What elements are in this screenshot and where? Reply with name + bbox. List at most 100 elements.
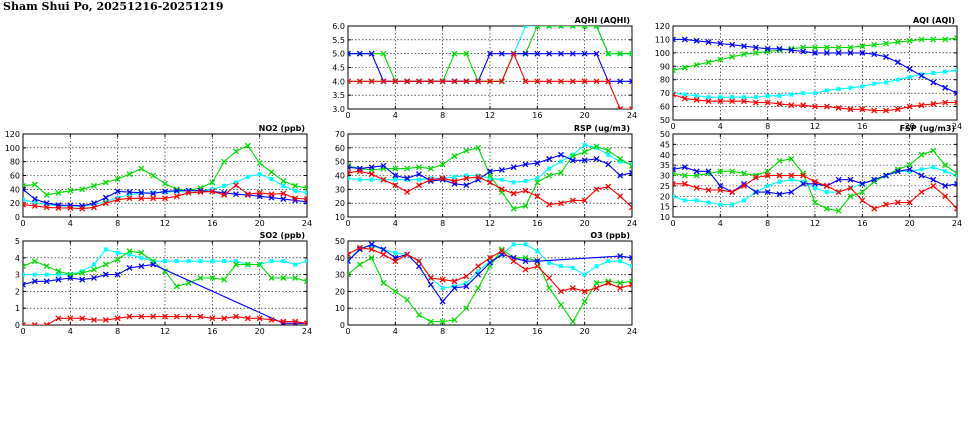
data-point [487,259,493,266]
data-point [23,322,26,325]
data-point [463,50,470,57]
data-point [718,95,723,100]
x-tick-label: 20 [580,111,590,120]
data-point [476,173,481,178]
chart-o3: 0 4 8 12 16 20 24 0 10 20 30 40 50 O3 (ppb) [335,231,637,336]
data-point [894,106,901,113]
y-tick-label: 1 [15,304,20,313]
data-point [173,193,180,200]
data-point [186,259,191,264]
data-point [233,261,239,268]
x-tick-label: 24 [627,219,637,228]
data-point [126,189,133,196]
data-point [427,275,434,281]
data-point [765,93,770,98]
data-point [812,44,818,51]
data-point [79,205,86,212]
data-point [706,200,711,205]
data-point [729,53,736,60]
data-point [605,183,612,190]
data-point [91,182,97,189]
data-point [847,49,854,56]
data-point [582,143,587,148]
x-tick-label: 0 [345,219,350,228]
data-point [593,143,600,150]
data-point [393,177,398,182]
data-point [439,78,446,85]
data-point [439,298,446,305]
x-tick-label: 12 [160,327,170,336]
data-point [115,250,120,255]
y-tick-label: 40 [10,185,20,194]
data-point [369,177,374,182]
data-point [427,165,434,172]
data-point [522,161,529,168]
x-tick-label: 12 [810,219,820,228]
data-point [510,50,517,57]
data-point [673,194,675,199]
x-tick-label: 8 [115,219,120,228]
y-tick-label: 3 [15,271,20,280]
data-point [906,103,913,110]
data-point [955,173,957,178]
data-point [752,174,759,181]
data-point [475,285,482,291]
data-point [392,78,399,85]
x-tick-label: 0 [20,327,25,336]
series-1 [673,35,957,74]
data-point [511,242,516,247]
data-point [617,285,624,291]
data-point [835,44,842,51]
data-point [56,272,61,277]
data-point [23,263,26,270]
data-point [404,296,411,303]
data-point [859,43,866,50]
data-point [919,72,924,77]
data-point [954,205,957,212]
data-point [836,87,841,92]
y-tick-label: 5.0 [332,50,345,59]
data-point [292,182,299,189]
x-tick-label: 12 [485,219,495,228]
data-point [569,318,576,325]
data-point [581,288,588,295]
x-tick-label: 16 [207,219,217,228]
y-tick-label: 10 [660,213,670,222]
data-point [139,255,144,260]
x-tick-label: 20 [905,122,915,131]
data-point [629,254,632,261]
data-point [705,39,712,46]
data-point [348,258,351,265]
data-point [593,155,600,162]
data-point [162,180,168,187]
data-point [558,200,564,207]
data-point [694,198,699,203]
data-point [67,315,74,322]
data-point [730,202,735,207]
y-tick-label: 3.0 [332,105,345,114]
data-point [871,51,878,58]
data-point [102,271,109,278]
data-point [534,179,541,186]
data-point [894,59,901,66]
data-point [605,147,612,154]
data-point [789,177,794,182]
data-point [55,205,62,211]
data-point [356,50,363,57]
chart-grid [23,241,307,325]
data-point [788,102,795,109]
data-point [593,50,600,57]
data-point [523,242,528,247]
x-tick-label: 4 [393,219,398,228]
data-point [605,161,612,168]
data-point [859,189,866,196]
data-point [451,50,458,57]
y-tick-label: 15 [660,203,670,212]
data-point [894,199,901,206]
data-point [221,315,228,322]
data-point [764,45,771,52]
data-point [91,266,97,273]
y-tick-label: 50 [335,158,345,167]
data-point [114,175,121,182]
